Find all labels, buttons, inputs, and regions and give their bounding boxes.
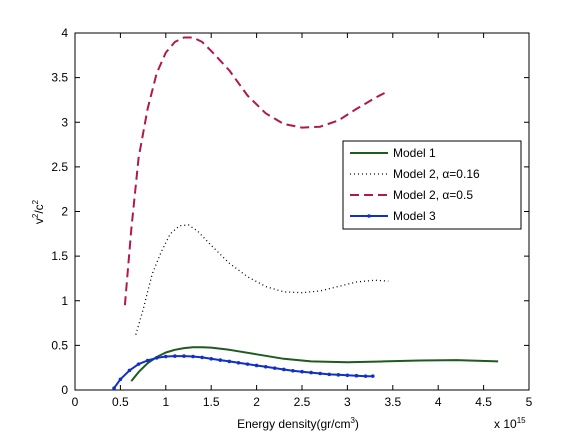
legend-label: Model 2, α=0.16 — [393, 167, 480, 181]
legend-label: Model 2, α=0.5 — [393, 188, 473, 202]
data-point — [145, 358, 150, 363]
data-point — [254, 363, 259, 368]
data-point — [154, 356, 159, 360]
data-point — [345, 373, 350, 378]
y-axis-label: v2/c2 — [31, 199, 46, 224]
x-tick-label: 1 — [162, 395, 169, 409]
data-point — [209, 356, 213, 361]
data-point — [291, 369, 295, 373]
y-tick-label: 3 — [61, 115, 68, 129]
y-tick-label: 3.5 — [51, 71, 68, 85]
data-point — [127, 368, 132, 373]
legend-box — [342, 140, 522, 230]
data-point — [336, 373, 341, 377]
x-tick-label: 5 — [526, 395, 533, 409]
legend: Model 1 Model 2, α=0.16 Model 2, α=0.5 Mode… — [342, 140, 522, 230]
series-2 — [135, 224, 389, 335]
data-point — [173, 354, 177, 358]
data-point — [136, 362, 141, 366]
y-tick-label: 0 — [61, 383, 68, 397]
data-point — [164, 354, 168, 359]
y-tick-label: 0.5 — [51, 338, 68, 352]
data-point — [371, 374, 375, 378]
y-tick-label: 4 — [61, 26, 68, 40]
data-point — [112, 386, 116, 391]
x-tick-label: 0.5 — [112, 395, 129, 409]
data-point — [236, 360, 241, 365]
y-tick-label: 2.5 — [51, 160, 68, 174]
series-line — [135, 224, 389, 335]
data-point — [182, 354, 186, 358]
series-line — [123, 36, 389, 306]
x-axis-multiplier: x 1015 — [494, 416, 526, 431]
x-tick-label: 2.5 — [294, 395, 311, 409]
data-point — [191, 354, 195, 359]
data-point — [272, 366, 277, 370]
legend-label: Model 3 — [393, 209, 436, 223]
x-tick-label: 3 — [344, 395, 351, 409]
x-tick-label: 1.5 — [203, 395, 220, 409]
legend-marker — [367, 214, 371, 218]
series-4 — [112, 354, 375, 391]
y-tick-label: 2 — [61, 205, 68, 219]
data-point — [218, 358, 223, 362]
x-tick-label: 3.5 — [384, 395, 401, 409]
data-point — [200, 355, 204, 360]
series-layer — [112, 36, 499, 391]
data-point — [245, 362, 250, 366]
x-axis-label: Energy density(gr/cm3) — [237, 416, 359, 431]
x-tick-label: 0 — [72, 395, 79, 409]
axis-ticks: 0 0.5 1 1.5 2 2.5 3 3.5 4 4.5 5 0 0.5 1 1.5 2 2.5 3 3.5 4 — [51, 26, 532, 409]
data-point — [363, 374, 368, 378]
data-point — [318, 371, 322, 376]
data-point — [227, 359, 232, 364]
data-point — [354, 373, 359, 378]
x-tick-label: 2 — [253, 395, 260, 409]
data-point — [309, 370, 313, 375]
data-point — [327, 372, 332, 377]
legend-items: Model 1 Model 2, α=0.16 Model 2, α=0.5 Mode… — [350, 146, 480, 223]
legend-label: Model 1 — [393, 146, 436, 160]
data-point — [282, 367, 286, 372]
x-tick-label: 4 — [435, 395, 442, 409]
y-tick-label: 1 — [61, 294, 68, 308]
series-3 — [123, 36, 389, 306]
data-point — [118, 377, 123, 382]
data-point — [263, 364, 268, 369]
y-tick-label: 1.5 — [51, 249, 68, 263]
data-point — [300, 369, 304, 374]
x-tick-label: 4.5 — [475, 395, 492, 409]
